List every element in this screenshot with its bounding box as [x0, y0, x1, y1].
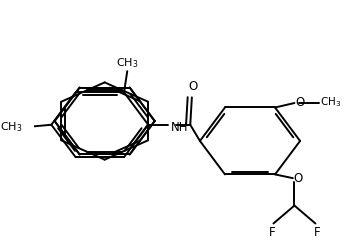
Text: F: F	[314, 227, 320, 239]
Text: CH$_3$: CH$_3$	[0, 120, 22, 134]
Text: NH: NH	[171, 121, 188, 134]
Text: O: O	[189, 80, 198, 93]
Text: CH$_3$: CH$_3$	[116, 56, 139, 70]
Text: O: O	[294, 172, 303, 185]
Text: O: O	[295, 96, 305, 109]
Text: CH$_3$: CH$_3$	[320, 95, 342, 109]
Text: F: F	[268, 227, 275, 239]
